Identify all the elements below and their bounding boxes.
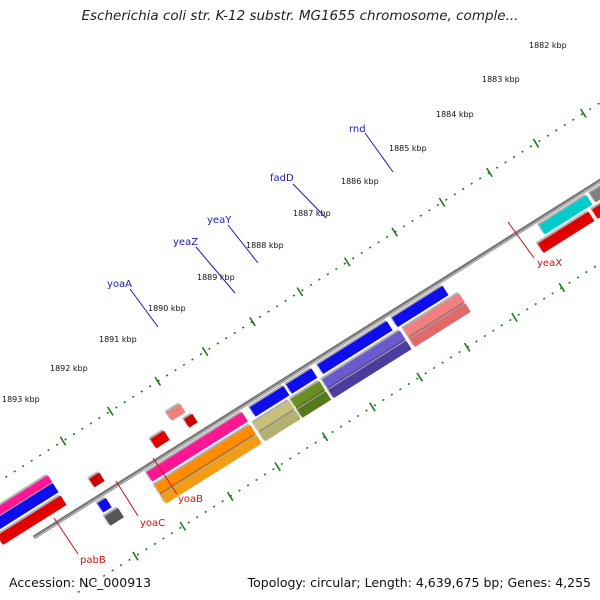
kbp-label: 1883 kbp (482, 75, 520, 84)
gene-label-pabB[interactable]: pabB (80, 555, 106, 566)
major-ticks (132, 282, 566, 561)
gene-label-yoaC[interactable]: yoaC (140, 518, 165, 529)
kbp-labels: 1882 kbp 1883 kbp 1884 kbp 1885 kbp 1886… (2, 41, 567, 404)
outer-tick-track (70, 185, 600, 598)
gene-far-right-3[interactable] (537, 211, 595, 253)
gene-label-yeaY[interactable]: yeaY (207, 215, 232, 226)
inner-cds-row (0, 403, 198, 545)
kbp-label: 1886 kbp (341, 177, 379, 186)
reverse-cds-row (104, 173, 600, 526)
gene-yeaY[interactable] (290, 381, 326, 409)
gene-fadD[interactable] (322, 330, 406, 389)
gene-label-yeaX[interactable]: yeaX (537, 258, 562, 269)
forward-gene-labels: rnd fadD yeaY yeaZ yoaA (107, 124, 394, 328)
reverse-gene-labels: yeaX yoaB yoaC pabB (53, 221, 562, 566)
kbp-label: 1890 kbp (148, 304, 186, 313)
forward-cds-row (97, 160, 600, 513)
kbp-label: 1891 kbp (99, 335, 137, 344)
kbp-label: 1888 kbp (246, 241, 284, 250)
map-title: Escherichia coli str. K-12 substr. MG165… (81, 8, 519, 24)
kbp-label: 1882 kbp (529, 41, 567, 50)
accession-label: Accession: NC_000913 (9, 575, 152, 590)
gene-upstream-gray[interactable] (104, 507, 124, 526)
gene-yeaZ[interactable] (253, 400, 295, 432)
gene-yoaA[interactable] (154, 424, 256, 495)
kbp-label: 1885 kbp (389, 144, 427, 153)
gene-label-rnd[interactable]: rnd (349, 124, 366, 135)
kbp-label: 1889 kbp (197, 273, 235, 282)
kbp-label: 1887 kbp (293, 209, 331, 218)
gene-label-yoaB[interactable]: yoaB (178, 494, 203, 505)
inner-tick-track (0, 70, 600, 483)
gene-label-yeaZ[interactable]: yeaZ (173, 237, 198, 248)
topology-summary: Topology: circular; Length: 4,639,675 bp… (247, 575, 591, 590)
gene-rnd[interactable] (403, 293, 465, 338)
kbp-label: 1893 kbp (2, 395, 40, 404)
kbp-label: 1884 kbp (436, 110, 474, 119)
gene-label-yoaA[interactable]: yoaA (107, 279, 132, 290)
chromosome-backbone (32, 125, 600, 540)
gene-label-fadD[interactable]: fadD (270, 173, 294, 184)
kbp-label: 1892 kbp (50, 364, 88, 373)
